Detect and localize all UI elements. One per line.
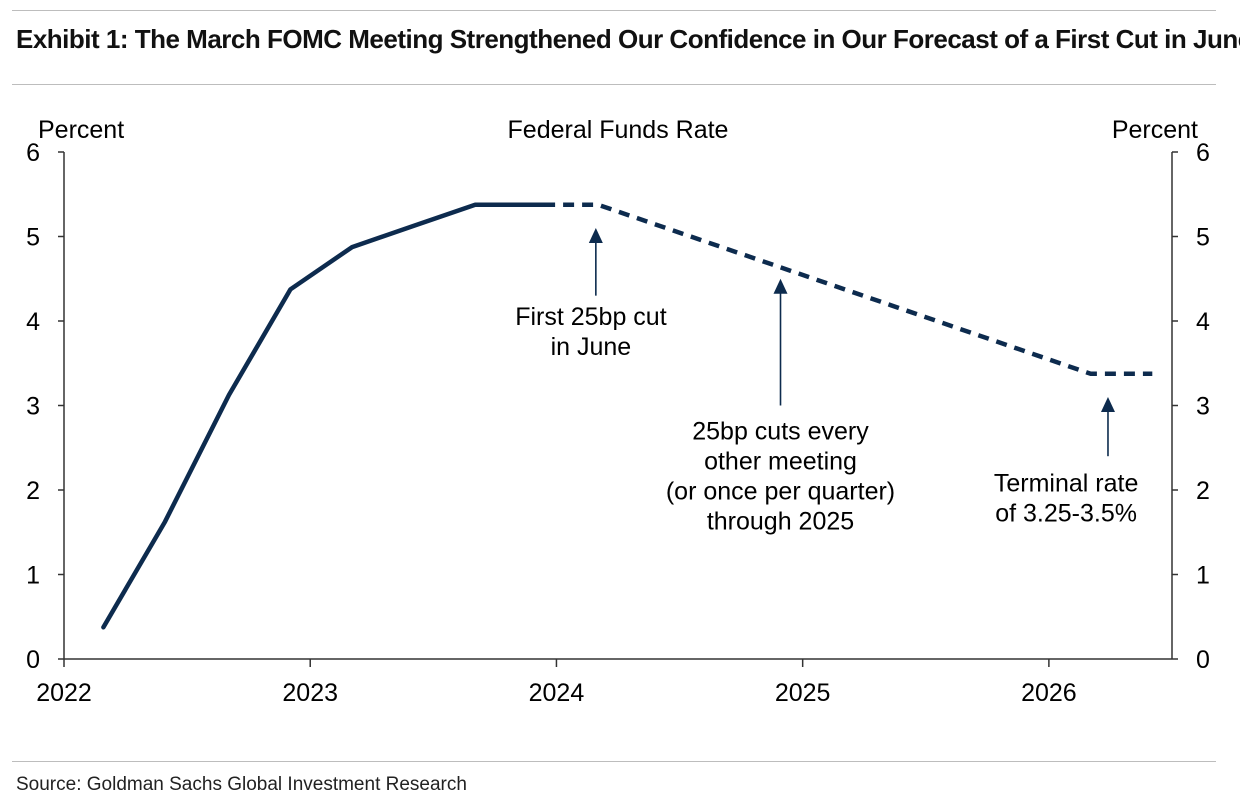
y-tick-label-right: 3 [1196,393,1210,421]
actual-line-solid [101,202,547,630]
y-tick-label-right: 6 [1196,139,1210,167]
y-tick-label-right: 5 [1196,224,1210,252]
y-tick-label-right: 2 [1196,477,1210,505]
annotation-arrow-head [773,278,788,294]
axes-group: 0 0 1 1 2 2 3 3 4 4 5 5 6 6 2022 2023 2024 2025 2026 [26,139,1210,707]
x-tick-label: 2022 [36,679,92,707]
top-rule [12,10,1216,11]
y-tick-label-left: 6 [26,139,40,167]
y-tick-label-right: 4 [1196,308,1210,336]
exhibit-title: Exhibit 1: The March FOMC Meeting Streng… [16,24,1240,54]
annotation-text-line: through 2025 [707,507,854,535]
y-tick-label-right: 0 [1196,646,1210,674]
y-tick-label-right: 1 [1196,562,1210,590]
y-tick-label-left: 2 [26,477,40,505]
bottom-rule [12,761,1216,762]
y-tick-label-left: 1 [26,562,40,590]
x-tick-label: 2024 [529,679,585,707]
annotation-arrow-head [588,228,603,244]
source-note: Source: Goldman Sachs Global Investment … [16,774,467,795]
series-group [101,202,1153,630]
y-tick-label-left: 3 [26,393,40,421]
annotation-text-line: in June [551,333,632,361]
title-rule [12,84,1216,85]
annotation-text-line: Terminal rate [994,470,1139,498]
forecast-line-dashed [544,202,1153,377]
right-axis-label: Percent [1112,116,1198,144]
annotation-text-line: (or once per quarter) [666,477,895,505]
left-axis-label: Percent [38,116,124,144]
annotation-arrow-head [1100,397,1115,413]
y-tick-label-left: 4 [26,308,40,336]
annotation-text-line: of 3.25-3.5% [995,500,1137,528]
annotation-text-line: other meeting [704,447,857,475]
fed-funds-chart: Federal Funds Rate Percent Percent 0 0 1 1 2… [26,116,1210,707]
x-tick-label: 2026 [1021,679,1077,707]
x-tick-label: 2025 [775,679,831,707]
y-tick-label-left: 0 [26,646,40,674]
annotation-text-line: First 25bp cut [515,303,667,331]
annotation-text-line: 25bp cuts every [692,417,869,445]
chart-title: Federal Funds Rate [508,116,729,144]
y-tick-label-left: 5 [26,224,40,252]
x-tick-label: 2023 [282,679,338,707]
